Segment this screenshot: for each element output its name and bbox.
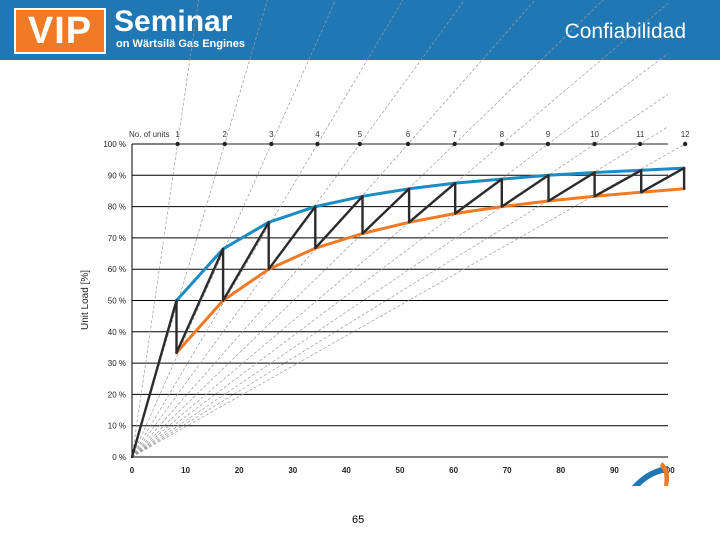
y-tick-label: 80 %	[108, 203, 126, 212]
unit-marker	[592, 141, 597, 147]
unit-count-label: 4	[315, 130, 320, 139]
y-tick-label: 90 %	[108, 171, 126, 180]
unit-marker	[357, 141, 362, 147]
unit-marker	[175, 141, 180, 147]
unit-ray	[131, 0, 404, 458]
page-title: Confiabilidad	[564, 20, 686, 43]
series-line	[175, 187, 686, 355]
y-tick-label: 50 %	[108, 297, 126, 306]
unit-ray	[131, 0, 336, 458]
x-tick-label: 90	[610, 466, 619, 475]
x-tick-label: 80	[556, 466, 565, 475]
vip-logo: VIP	[14, 8, 106, 54]
unit-marker	[499, 141, 505, 147]
unit-marker	[315, 141, 320, 147]
unit-count-label: 1	[175, 130, 180, 139]
page-number: 65	[352, 514, 365, 526]
unit-count-label: 6	[406, 130, 411, 139]
unit-ray	[131, 0, 604, 458]
unit-ray	[131, 0, 466, 458]
unit-count-label: 7	[452, 130, 457, 139]
y-tick-label: 60 %	[108, 265, 126, 274]
unit-ray	[131, 3, 669, 458]
corner-logo-icon	[632, 462, 670, 486]
unit-ray	[131, 0, 536, 458]
x-tick-label: 0	[130, 466, 135, 475]
x-tick-label: 50	[396, 466, 405, 475]
x-tick-label: 10	[181, 466, 190, 475]
unit-count-label: 10	[590, 130, 599, 139]
unit-ray	[131, 0, 199, 458]
unit-ray	[131, 143, 686, 458]
y-tick-label: 10 %	[108, 422, 126, 431]
unit-count-label: 3	[269, 130, 274, 139]
y-axis-label: Unit Load [%]	[80, 270, 91, 330]
unit-count-label: 5	[358, 130, 363, 139]
unit-count-label: 2	[223, 130, 228, 139]
unit-ray	[131, 0, 268, 458]
x-tick-labels: 0 10 20 30 40 50 60 70 80 90 100	[130, 466, 675, 475]
y-tick-label: 0 %	[112, 453, 126, 462]
units-row: 1 2 3 4 5 6 7 8 9 10 11 12	[174, 130, 690, 147]
x-tick-label: 60	[449, 466, 458, 475]
y-tick-labels: 0 % 10 % 20 % 30 % 40 % 50 % 60 % 70 % 80 % 90 % 1…	[103, 140, 126, 462]
unit-marker	[452, 141, 457, 147]
unit-count-label: 12	[681, 130, 690, 139]
unit-marker	[405, 141, 411, 147]
logo-subtitle: on Wärtsilä Gas Engines	[116, 38, 245, 50]
unit-ray	[131, 94, 669, 458]
unit-ray	[131, 53, 669, 458]
y-tick-label: 20 %	[108, 390, 126, 399]
unit-count-label: 8	[500, 130, 505, 139]
y-tick-label: 30 %	[108, 359, 126, 368]
units-label: No. of units	[129, 130, 169, 139]
x-tick-label: 20	[235, 466, 244, 475]
unit-marker	[269, 141, 274, 147]
x-tick-label: 100	[661, 466, 675, 475]
x-tick-label: 70	[503, 466, 512, 475]
header-bar: VIP Seminar on Wärtsilä Gas Engines Conf…	[0, 0, 720, 60]
y-tick-label: 100 %	[103, 140, 126, 149]
y-tick-label: 40 %	[108, 328, 126, 337]
x-tick-label: 30	[288, 466, 297, 475]
logo-title: Seminar	[114, 5, 233, 38]
unit-marker	[545, 141, 551, 147]
unit-count-label: 11	[636, 130, 645, 139]
x-tick-label: 40	[342, 466, 351, 475]
y-tick-label: 70 %	[108, 234, 126, 243]
unit-rays	[131, 0, 686, 458]
series-lines	[130, 166, 686, 459]
series-line	[175, 166, 686, 302]
series-line	[130, 166, 686, 459]
unit-marker	[637, 141, 643, 147]
unit-count-label: 9	[546, 130, 551, 139]
unit-marker	[682, 141, 688, 147]
unit-marker	[222, 141, 227, 147]
